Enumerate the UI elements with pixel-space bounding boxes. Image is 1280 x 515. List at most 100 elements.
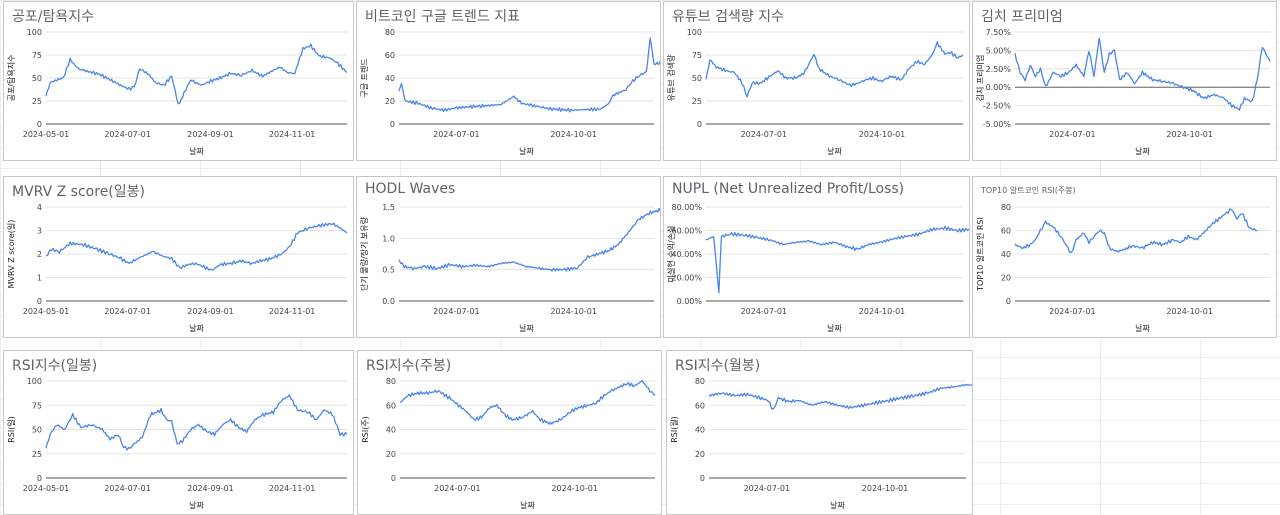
x-tick-label: 2024-07-01 (741, 130, 788, 139)
y-tick-label: 2.50% (986, 65, 1012, 74)
chart-title: RSI지수(일봉) (12, 358, 98, 374)
y-axis-label: RSI(월) (669, 416, 679, 443)
chart-card-nupl[interactable]: NUPL (Net Unrealized Profit/Loss) 0.00% 2… (663, 176, 970, 338)
y-tick-label: 80 (1001, 203, 1011, 212)
series-line (45, 222, 348, 271)
x-tick-label: 2024-10-01 (1166, 307, 1213, 316)
y-tick-label: 20 (385, 97, 395, 106)
x-tick-label: 2024-10-01 (1166, 130, 1213, 139)
y-tick-label: 100 (27, 377, 42, 386)
chart-card-hodl-waves[interactable]: HODL Waves 0.0 0.5 1.0 1.5 2024-07-01 2024-10… (356, 176, 661, 338)
y-tick-label: 80 (695, 377, 705, 386)
y-tick-label: 2 (37, 250, 42, 259)
x-tick-label: 2024-07-01 (744, 484, 791, 493)
x-tick-label: 2024-07-01 (104, 130, 151, 139)
x-axis-label: 날짜 (1135, 323, 1150, 333)
x-tick-label: 2024-07-01 (433, 130, 480, 139)
x-tick-label: 2024-07-01 (741, 307, 788, 316)
y-axis-label: 단기 물량/장기 보유량 (359, 216, 369, 291)
x-tick-label: 2024-07-01 (1049, 307, 1096, 316)
chart-card-top10-alt-rsi[interactable]: TOP10 알트코인 RSI(주봉) 0 20 40 60 80 2024-07-01 20… (972, 176, 1277, 338)
chart-title: TOP10 알트코인 RSI(주봉) (981, 186, 1076, 195)
x-tick-label: 2024-09-01 (187, 484, 234, 493)
x-axis-label: 날짜 (519, 323, 534, 333)
x-tick-label: 2024-07-01 (433, 307, 480, 316)
y-tick-label: -2.50% (983, 102, 1012, 111)
chart-title: MVRV Z score(일봉) (12, 184, 145, 200)
y-axis-label: 공포/탐욕지수 (6, 55, 16, 102)
y-tick-label: 100 (687, 28, 702, 37)
y-axis-label: 유튜브 검색량 (666, 54, 676, 101)
y-axis-label: 김치 프리미엄 (975, 55, 985, 102)
chart-svg: 0.0 0.5 1.0 1.5 2024-07-01 2024-10-01 날짜 단기 물량/… (359, 203, 660, 333)
chart-title: HODL Waves (365, 181, 456, 197)
chart-card-rsi-weekly[interactable]: RSI지수(주봉) 0 20 40 60 80 2024-07-01 2024-10-01 날… (357, 350, 662, 515)
y-tick-label: 75 (692, 51, 702, 60)
y-tick-label: 1.5 (382, 203, 395, 212)
y-tick-label: 3 (37, 227, 42, 236)
x-tick-label: 2024-10-01 (550, 130, 597, 139)
y-tick-label: 0.0 (382, 297, 395, 306)
chart-card-rsi-daily[interactable]: RSI지수(일봉) 0 25 50 75 100 2024-05-01 2024-07-01… (3, 350, 354, 515)
y-tick-label: 20 (695, 450, 705, 459)
y-tick-label: 25 (32, 97, 42, 106)
y-tick-label: 0 (37, 120, 42, 129)
series-line (705, 41, 964, 98)
y-tick-label: 40.00% (671, 250, 702, 259)
chart-svg: 0 25 50 75 100 2024-05-01 2024-07-01 2024-09-01… (6, 28, 348, 156)
x-tick-label: 2024-10-01 (551, 484, 598, 493)
x-tick-label: 2024-09-01 (187, 307, 234, 316)
y-tick-label: 1.0 (382, 234, 395, 243)
series-line (45, 43, 348, 105)
y-tick-label: 40 (695, 426, 705, 435)
y-tick-label: 80 (386, 377, 396, 386)
chart-card-google-trends[interactable]: 비트코인 구글 트렌드 지표 0 20 40 60 80 2024-07-01 2024-1… (356, 1, 661, 161)
y-axis-label: MVRV Z score(일) (7, 220, 16, 289)
y-axis-label: RSI(일) (7, 416, 16, 443)
chart-title: RSI지수(월봉) (675, 358, 761, 374)
x-axis-label: 날짜 (830, 500, 845, 510)
y-tick-label: 7.50% (986, 28, 1012, 37)
chart-card-fear-greed[interactable]: 공포/탐욕지수 0 25 50 75 100 2024-05-01 2024-07-01 20… (3, 1, 354, 161)
y-tick-label: 40 (385, 74, 395, 83)
x-tick-label: 2024-11-01 (269, 307, 316, 316)
x-axis-label: 날짜 (189, 146, 204, 156)
x-tick-label: 2024-05-01 (23, 130, 70, 139)
chart-svg: 0 20 40 60 80 2024-07-01 2024-10-01 날짜 TOP10 알트코… (975, 203, 1270, 333)
series-line (705, 225, 969, 294)
chart-card-youtube-search[interactable]: 유튜브 검색량 지수 0 25 50 75 100 2024-07-01 2024-10-0… (663, 1, 970, 161)
y-tick-label: 0.00% (677, 297, 703, 306)
x-tick-label: 2024-10-01 (859, 307, 906, 316)
y-tick-label: 0 (37, 297, 42, 306)
chart-card-kimchi-premium[interactable]: 김치 프리미엄 -5.00% -2.50% 0.00% 2.50% 5.00% 7.50%… (972, 1, 1277, 161)
chart-card-rsi-monthly[interactable]: RSI지수(월봉) 0 20 40 60 80 2024-07-01 2024-10-01 날… (666, 350, 973, 515)
x-axis-label: 날짜 (189, 323, 204, 333)
y-tick-label: 20 (386, 450, 396, 459)
chart-svg: 0 20 40 60 80 2024-07-01 2024-10-01 날짜 구글 트렌드 (359, 28, 660, 156)
chart-title: 유튜브 검색량 지수 (672, 9, 784, 25)
y-tick-label: 25 (692, 97, 702, 106)
series-line (1014, 208, 1258, 254)
chart-card-mvrv-z-score[interactable]: MVRV Z score(일봉) 0 1 2 3 4 2024-05-01 2024-07-… (3, 176, 354, 338)
y-tick-label: 50 (32, 426, 42, 435)
x-axis-label: 날짜 (827, 323, 842, 333)
y-axis-label: 미실현 수익/손실 (666, 226, 676, 283)
y-tick-label: 75 (32, 51, 42, 60)
chart-title: NUPL (Net Unrealized Profit/Loss) (672, 181, 905, 197)
y-tick-label: 60 (385, 51, 395, 60)
chart-title: 공포/탐욕지수 (12, 9, 94, 25)
series-line (399, 379, 656, 425)
x-tick-label: 2024-10-01 (859, 130, 906, 139)
y-tick-label: 5.00% (986, 46, 1012, 55)
y-tick-label: 0 (697, 120, 702, 129)
chart-svg: 0 25 50 75 100 2024-07-01 2024-10-01 날짜 유튜브 검색량 (666, 28, 964, 156)
chart-svg: -5.00% -2.50% 0.00% 2.50% 5.00% 7.50% 2024-07-… (975, 28, 1271, 156)
x-tick-label: 2024-07-01 (1049, 130, 1096, 139)
y-tick-label: 100 (27, 28, 42, 37)
series-line (708, 383, 972, 410)
chart-title: RSI지수(주봉) (366, 358, 452, 374)
series-line (1014, 37, 1271, 111)
series-line (398, 207, 660, 272)
y-tick-label: 0 (390, 120, 395, 129)
y-tick-label: 0 (37, 474, 42, 483)
